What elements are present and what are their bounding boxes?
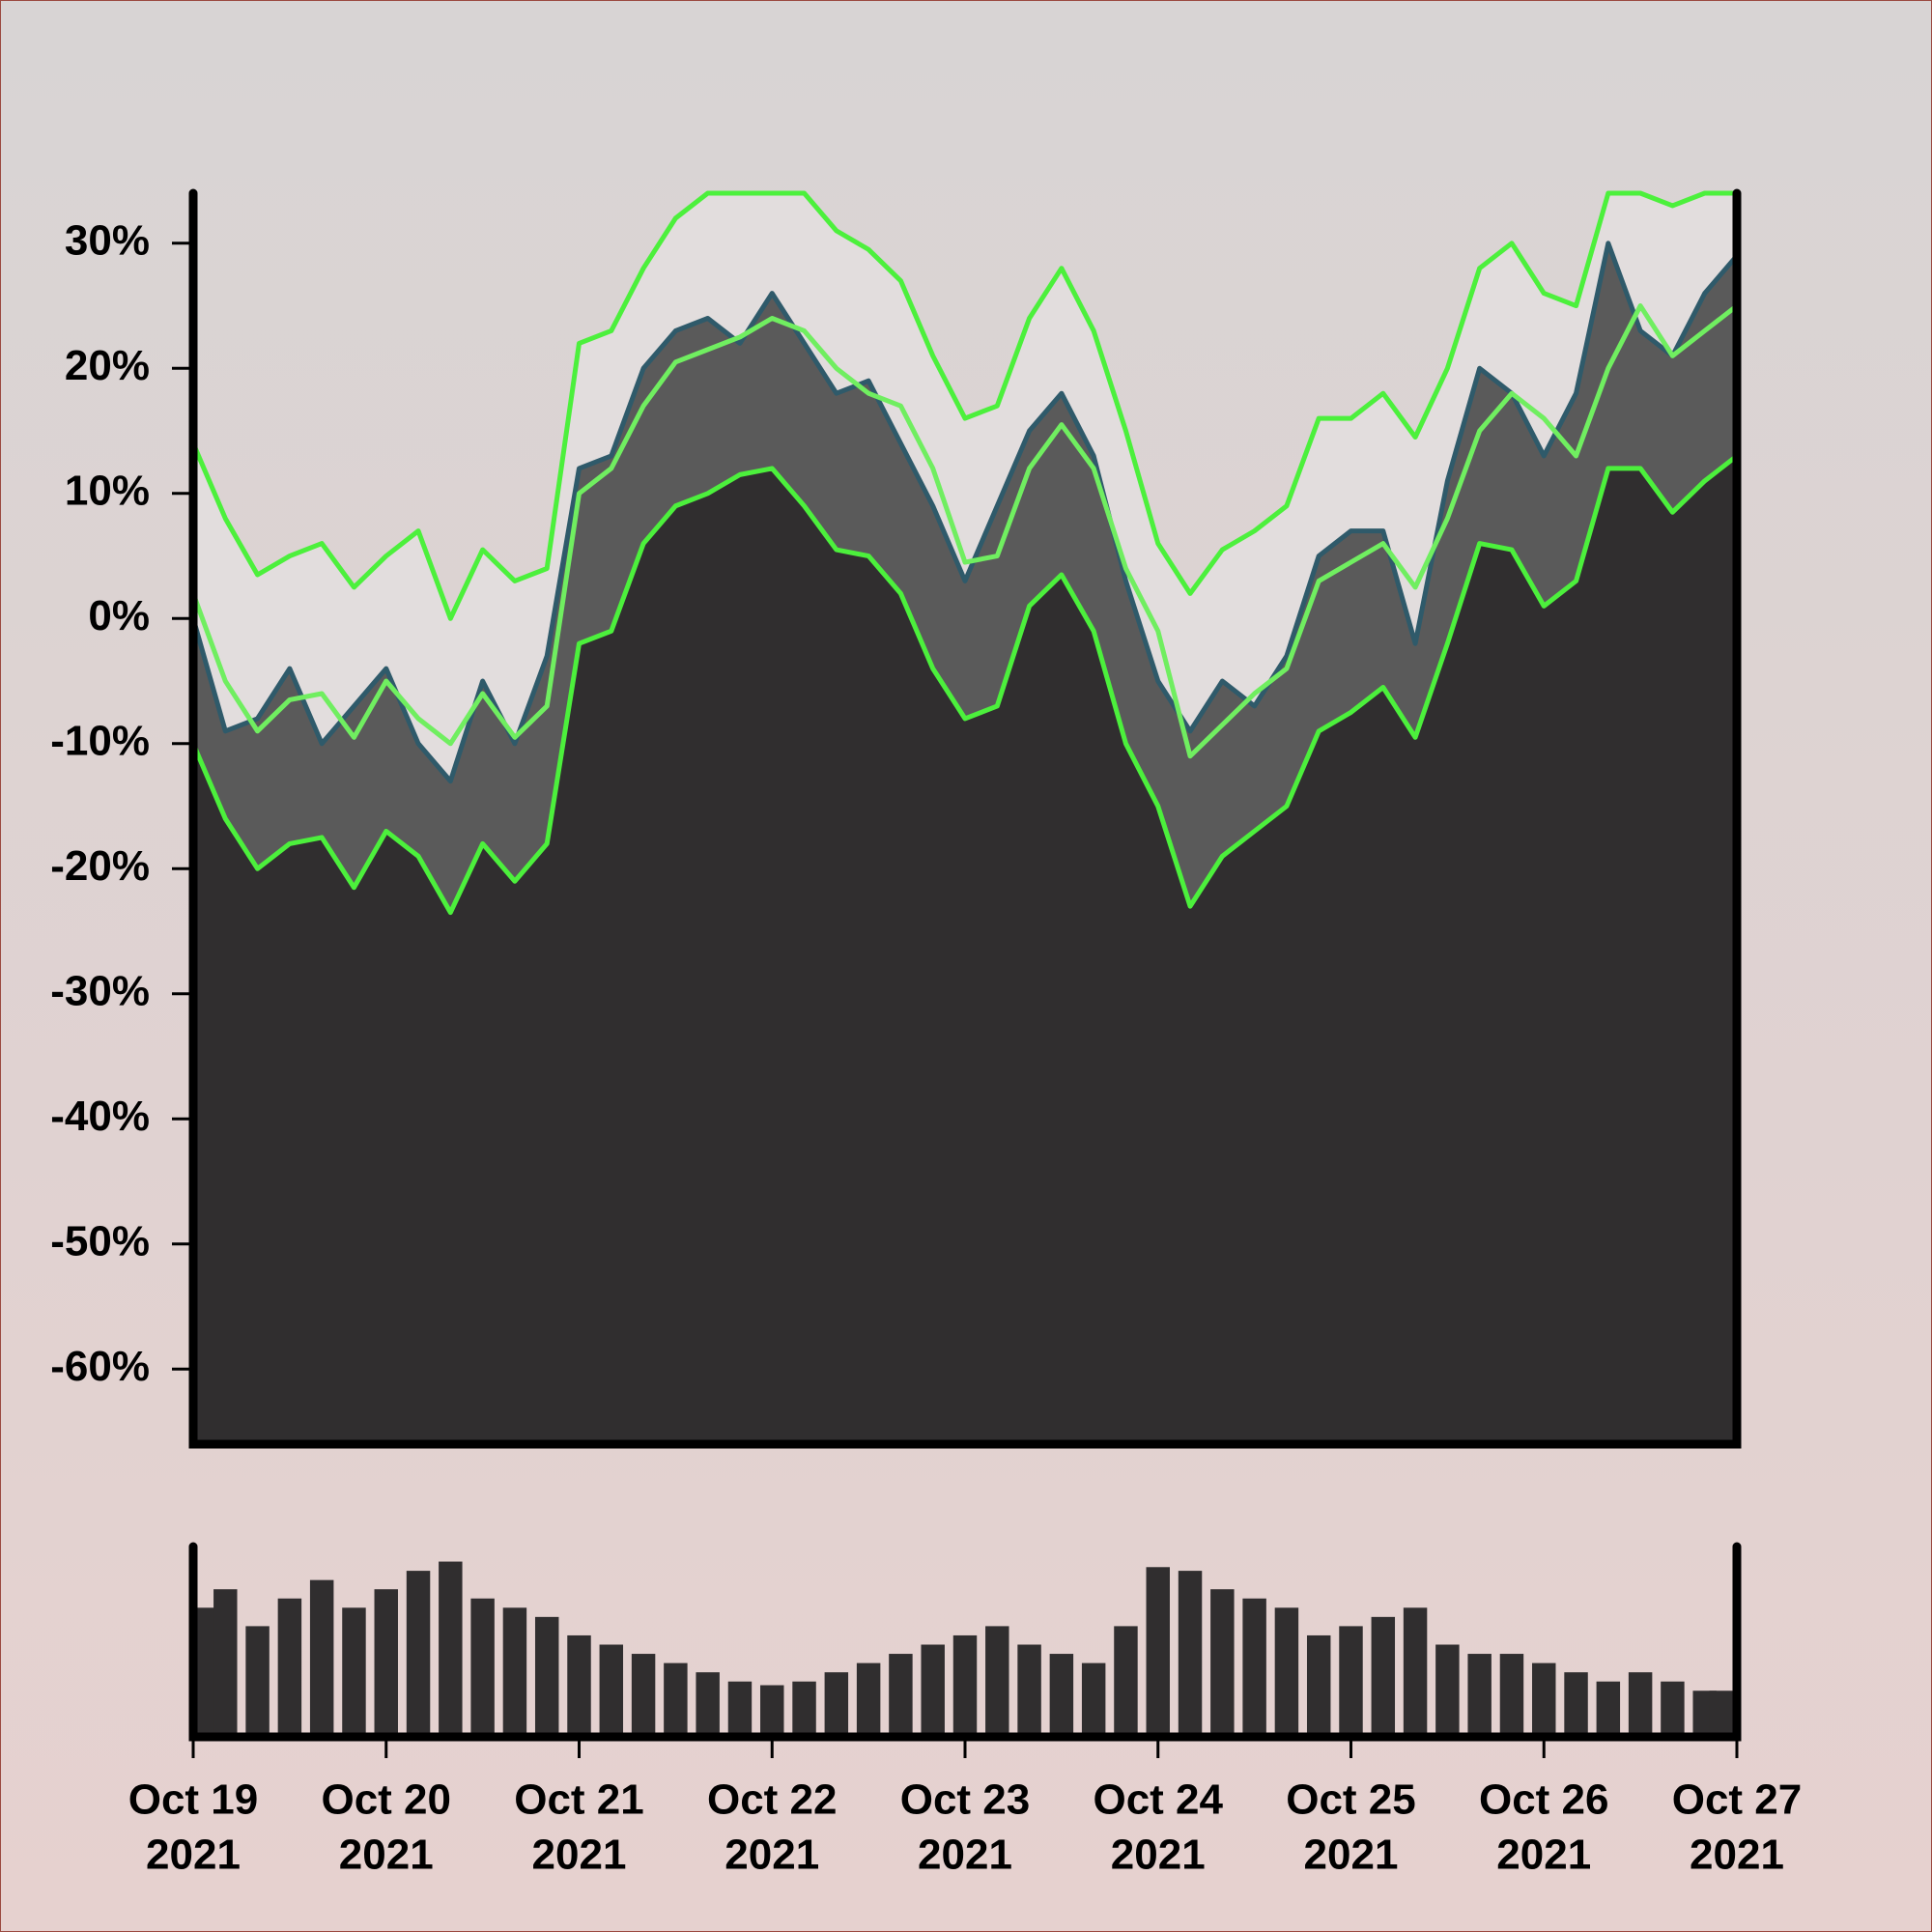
x-tick-label: Oct 27 bbox=[1672, 1776, 1803, 1824]
volume-bar bbox=[727, 1681, 753, 1737]
volume-bar bbox=[1435, 1644, 1460, 1737]
volume-bar bbox=[1178, 1571, 1203, 1737]
volume-bar bbox=[921, 1644, 945, 1737]
volume-bar bbox=[1596, 1681, 1621, 1737]
volume-bar bbox=[277, 1598, 302, 1737]
x-tick-label: Oct 26 bbox=[1479, 1776, 1609, 1824]
volume-bar bbox=[1081, 1662, 1106, 1737]
volume-bar bbox=[1017, 1644, 1041, 1737]
x-tick-label: 2021 bbox=[1496, 1832, 1591, 1879]
series-line bbox=[190, 303, 1739, 759]
volume-bar bbox=[439, 1561, 463, 1737]
volume-bar bbox=[1628, 1672, 1653, 1737]
x-tick-label: 2021 bbox=[339, 1832, 434, 1879]
x-tick-label: 2021 bbox=[1111, 1832, 1206, 1879]
volume-bar bbox=[696, 1672, 720, 1737]
volume-bar bbox=[1532, 1662, 1556, 1737]
volume-bar bbox=[1049, 1654, 1074, 1737]
volume-bar bbox=[1339, 1626, 1363, 1737]
volume-bar bbox=[664, 1662, 688, 1737]
volume-bar bbox=[599, 1644, 624, 1737]
series-line bbox=[190, 453, 1739, 916]
y-tick-label: -50% bbox=[50, 1217, 150, 1264]
x-tick-label: Oct 22 bbox=[707, 1776, 838, 1824]
volume-bar bbox=[824, 1672, 849, 1737]
volume-bar bbox=[245, 1626, 270, 1737]
x-tick-label: 2021 bbox=[146, 1832, 241, 1879]
x-tick-label: Oct 21 bbox=[514, 1776, 644, 1824]
y-tick-label: 0% bbox=[88, 592, 150, 639]
volume-bar bbox=[1709, 1690, 1733, 1737]
volume-bar bbox=[470, 1598, 495, 1737]
x-tick-label: Oct 24 bbox=[1093, 1776, 1223, 1824]
volume-bar bbox=[1210, 1589, 1235, 1737]
volume-bar bbox=[889, 1654, 913, 1737]
y-tick-label: -60% bbox=[50, 1343, 150, 1390]
x-tick-label: 2021 bbox=[1690, 1832, 1784, 1879]
x-tick-label: Oct 19 bbox=[128, 1776, 259, 1824]
volume-bar bbox=[374, 1589, 398, 1737]
x-tick-label: 2021 bbox=[918, 1832, 1012, 1879]
volume-bar bbox=[952, 1634, 978, 1737]
x-tick-label: 2021 bbox=[532, 1832, 627, 1879]
volume-bar bbox=[1467, 1654, 1492, 1737]
volume-bar bbox=[1661, 1681, 1685, 1737]
volume-bar bbox=[1564, 1672, 1588, 1737]
volume-bar bbox=[213, 1589, 238, 1737]
volume-bar bbox=[534, 1616, 559, 1737]
volume-bar bbox=[342, 1607, 366, 1737]
volume-bar bbox=[406, 1571, 431, 1737]
x-tick-label: Oct 23 bbox=[900, 1776, 1031, 1824]
volume-bar bbox=[1274, 1607, 1299, 1737]
volume-bar bbox=[1306, 1634, 1331, 1737]
volume-bar bbox=[1403, 1607, 1428, 1737]
volume-bar bbox=[760, 1685, 784, 1737]
y-tick-label: -30% bbox=[50, 967, 150, 1014]
y-tick-label: 20% bbox=[65, 342, 150, 389]
volume-bar bbox=[631, 1654, 656, 1737]
y-tick-label: -40% bbox=[50, 1093, 150, 1140]
volume-bar bbox=[792, 1681, 816, 1737]
volume-bar bbox=[1242, 1598, 1266, 1737]
y-tick-label: -10% bbox=[50, 717, 150, 764]
x-tick-label: 2021 bbox=[724, 1832, 819, 1879]
axis-frame bbox=[188, 1542, 1742, 1742]
x-tick-label: Oct 25 bbox=[1286, 1776, 1416, 1824]
area-fill bbox=[193, 455, 1737, 1444]
volume-bar bbox=[309, 1579, 334, 1737]
y-tick-label: -20% bbox=[50, 842, 150, 890]
volume-bar bbox=[1114, 1626, 1138, 1737]
volume-bar bbox=[985, 1626, 1009, 1737]
volume-bar bbox=[1499, 1654, 1524, 1737]
axis-frame bbox=[188, 188, 1742, 1449]
x-tick-label: Oct 20 bbox=[321, 1776, 451, 1824]
y-tick-label: 10% bbox=[65, 467, 150, 514]
x-tick-label: 2021 bbox=[1304, 1832, 1399, 1879]
volume-bar bbox=[502, 1607, 527, 1737]
volume-bar bbox=[856, 1662, 881, 1737]
volume-bar bbox=[567, 1634, 591, 1737]
y-tick-label: 30% bbox=[65, 216, 150, 264]
series-line bbox=[190, 241, 1739, 784]
series-line bbox=[190, 190, 1737, 621]
volume-bar bbox=[1146, 1567, 1170, 1737]
volume-bar bbox=[1371, 1616, 1396, 1737]
